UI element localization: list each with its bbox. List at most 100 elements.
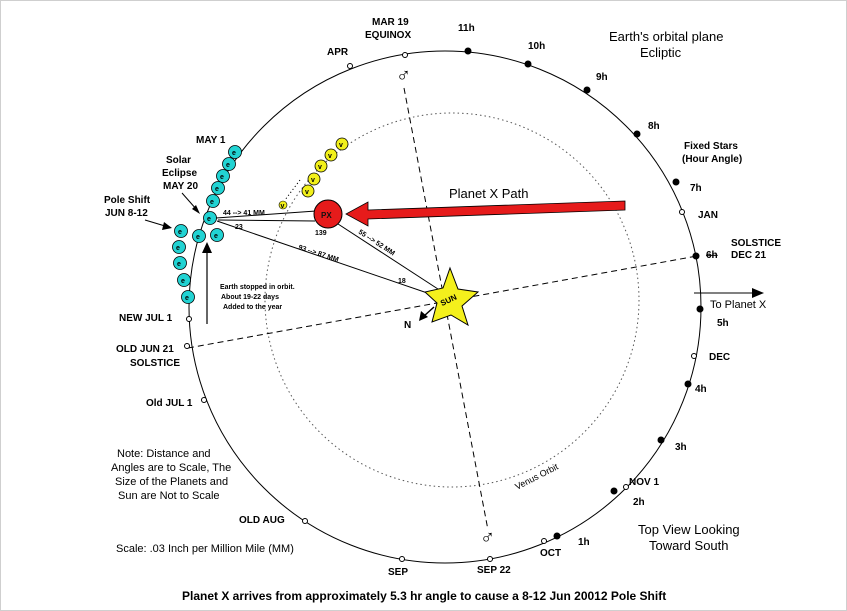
venus-marker: v (335, 137, 349, 151)
view-note-line2: Toward South (649, 538, 729, 553)
label-nov1: NOV 1 (629, 477, 659, 488)
label-mar19: MAR 19 (372, 17, 409, 28)
label-dec: DEC (709, 352, 730, 363)
svg-text:e: e (196, 234, 200, 241)
label-old-jul1: Old JUL 1 (146, 398, 193, 409)
label-dec21: DEC 21 (731, 250, 766, 261)
label-jan: JAN (698, 210, 718, 221)
svg-text:v: v (339, 142, 343, 149)
scale-note: Note: Distance and Angles are to Scale, … (111, 448, 231, 502)
pole-shift-line1: Pole Shift (104, 195, 151, 206)
earth-marker: e (210, 228, 224, 242)
label-apr: APR (327, 47, 349, 58)
measure-93-87: 93 --> 87 MM (297, 244, 339, 264)
svg-text:e: e (215, 186, 219, 193)
eclipse-line1: Solar (166, 155, 191, 166)
svg-text:e: e (232, 150, 236, 157)
label-solstice-jun: SOLSTICE (130, 358, 180, 369)
mars-symbol-top: ♂ (396, 65, 411, 87)
label-6h: 6h (706, 250, 718, 261)
earth-positions: e e e e e e e e e e e e e (172, 145, 242, 304)
svg-text:e: e (207, 216, 211, 223)
label-old-aug: OLD AUG (239, 515, 285, 526)
scale-label: Scale: .03 Inch per Million Mile (MM) (116, 543, 294, 555)
venus-orbit-label: Venus Orbit (513, 461, 560, 491)
venus-marker: v (314, 159, 328, 173)
north-arrow-head (419, 311, 428, 321)
eclipse-line3: MAY 20 (163, 181, 198, 192)
earth-marker: e (206, 194, 220, 208)
venus-marker: v (324, 148, 338, 162)
to-planet-x-head (752, 288, 764, 298)
label-7h: 7h (690, 183, 702, 194)
svg-text:v: v (281, 203, 285, 210)
hour-markers (464, 47, 704, 540)
planet-x-path-label: Planet X Path (449, 186, 529, 201)
pole-shift-pointer (144, 219, 166, 227)
earth-marker: e (192, 229, 206, 243)
svg-text:Note: Distance and: Note: Distance and (117, 448, 211, 460)
distance-lines (215, 210, 442, 298)
svg-text:Sun are Not to Scale: Sun are Not to Scale (118, 490, 220, 502)
label-may1: MAY 1 (196, 135, 226, 146)
venus-marker: v (301, 184, 315, 198)
label-10h: 10h (528, 41, 545, 52)
earth-marker: e (203, 211, 217, 225)
north-arrow (423, 306, 435, 317)
earth-stopped-arrow-head (202, 242, 212, 253)
svg-text:e: e (177, 261, 181, 268)
month-labels: MAR 19 EQUINOX APR MAY 1 JAN SOLSTICE DE… (116, 17, 781, 578)
venus-positions: v v v v v v (278, 137, 349, 210)
measure-18: 18 (398, 278, 406, 285)
earth-note-line1: Earth stopped in orbit. (220, 284, 295, 291)
venus-marker: v (278, 200, 288, 210)
svg-text:e: e (176, 245, 180, 252)
label-5h: 5h (717, 318, 729, 329)
earth-marker: e (172, 240, 186, 254)
label-old-jun21: OLD JUN 21 (116, 344, 174, 355)
month-markers (184, 52, 697, 562)
earth-marker: e (181, 290, 195, 304)
pole-shift-line2: JUN 8-12 (105, 208, 148, 219)
label-solstice-dec: SOLSTICE (731, 238, 781, 249)
label-1h: 1h (578, 537, 590, 548)
view-note-line1: Top View Looking (638, 522, 740, 537)
measure-23: 23 (235, 224, 243, 231)
sun: SUN (423, 266, 480, 327)
label-9h: 9h (596, 72, 608, 83)
earth-marker: e (173, 256, 187, 270)
measure-55-52: 55 --> 52 MM (357, 229, 396, 258)
measure-139: 139 (315, 230, 327, 237)
svg-text:v: v (305, 189, 309, 196)
venus-marker: v (307, 172, 321, 186)
earth-marker: e (228, 145, 242, 159)
venus-orbit (264, 112, 640, 488)
north-label: N (404, 320, 411, 331)
label-oct: OCT (540, 548, 561, 559)
planet-x: PX (313, 199, 343, 229)
pole-shift-pointer-head (162, 222, 172, 230)
figure-caption: Planet X arrives from approximately 5.3 … (182, 589, 666, 603)
mars-symbol-bottom: ♂ (480, 527, 495, 549)
svg-text:e: e (210, 199, 214, 206)
label-sep22: SEP 22 (477, 565, 511, 576)
measure-44-41: 44 --> 41 MM (223, 210, 265, 217)
svg-text:Angles are to Scale, The: Angles are to Scale, The (111, 462, 231, 474)
eclipse-pointer-head (192, 205, 200, 214)
earth-note-line2: About 19-22 days (221, 294, 279, 301)
fixed-stars-line1: Fixed Stars (684, 141, 738, 152)
fixed-stars-line2: (Hour Angle) (682, 154, 742, 165)
label-equinox: EQUINOX (365, 30, 411, 41)
label-11h: 11h (458, 23, 475, 34)
svg-text:v: v (318, 164, 322, 171)
earth-marker: e (174, 224, 188, 238)
svg-text:e: e (178, 229, 182, 236)
svg-text:e: e (185, 295, 189, 302)
hour-labels: 11h 10h 9h 8h 7h 6h 5h 4h 3h 2h 1h (458, 23, 729, 548)
label-2h: 2h (633, 497, 645, 508)
label-sep: SEP (388, 567, 408, 578)
solstice-axis (187, 255, 698, 349)
title-line1: Earth's orbital plane (609, 29, 724, 44)
venus-trail (284, 179, 301, 201)
